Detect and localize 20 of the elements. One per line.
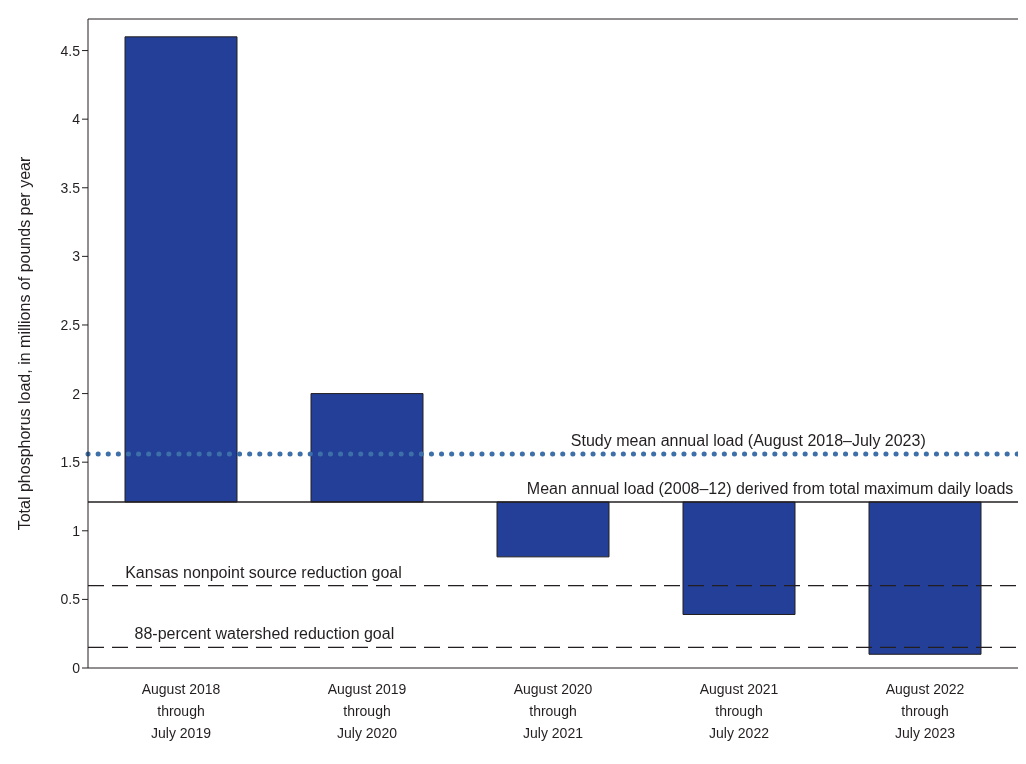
- y-axis-title: Total phosphorus load, in millions of pounds per year: [16, 156, 34, 531]
- ref-line-label: Kansas nonpoint source reduction goal: [125, 563, 402, 581]
- x-tick-label: August 2018 through July 2019: [141, 681, 221, 741]
- y-tick-label: 2.5: [60, 316, 81, 333]
- x-tick-label: August 2022 through July 2023: [885, 681, 965, 741]
- y-tick-label: 1.5: [60, 454, 81, 471]
- y-tick-label: 0: [72, 659, 81, 676]
- y-tick-label: 4.5: [60, 42, 81, 59]
- y-tick-label: 3: [72, 248, 81, 265]
- ref-line-label: 88-percent watershed reduction goal: [134, 625, 395, 643]
- y-tick-label: 1: [72, 522, 81, 539]
- y-tick-label: 2: [72, 385, 81, 402]
- x-tick-label: August 2020 through July 2021: [513, 681, 593, 741]
- x-tick-label: August 2021 through July 2022: [699, 681, 779, 741]
- y-tick-label: 4: [72, 111, 81, 128]
- ref-line-label: Mean annual load (2008–12) derived from total maximum daily loads: [526, 479, 1014, 497]
- ref-line-label: Study mean annual load (August 2018–July 2023): [570, 431, 926, 449]
- x-tick-label: August 2019 through July 2020: [327, 681, 407, 741]
- y-tick-label: 3.5: [60, 179, 81, 196]
- y-tick-label: 0.5: [60, 591, 81, 608]
